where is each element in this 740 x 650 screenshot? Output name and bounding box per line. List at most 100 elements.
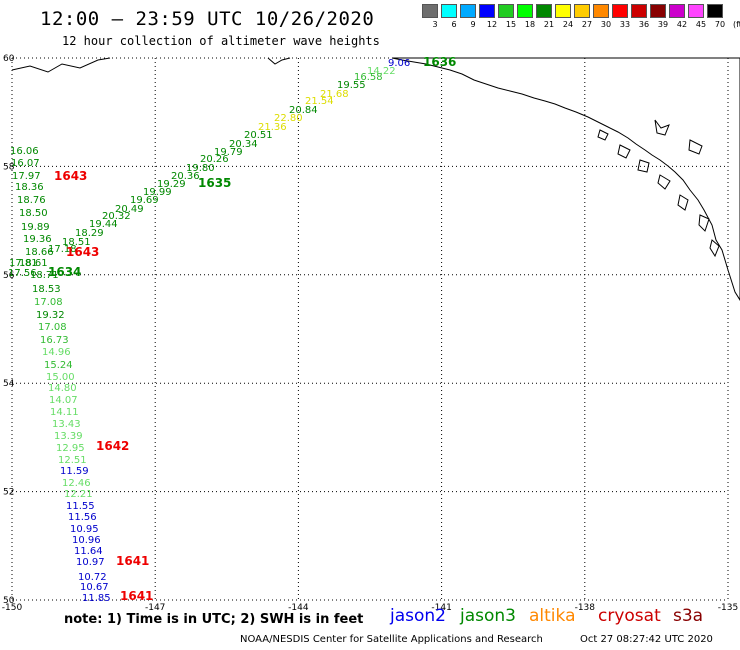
wave-height-label: 10.95 bbox=[70, 524, 99, 535]
wave-height-label: 14.11 bbox=[50, 407, 79, 418]
wave-height-label: 17.56 bbox=[8, 268, 37, 279]
wave-height-label: 17.08 bbox=[34, 297, 63, 308]
wave-height-label: 18.36 bbox=[15, 182, 44, 193]
pass-time-label: 1643 bbox=[54, 169, 87, 183]
island-outline bbox=[654, 119, 670, 136]
timestamp: Oct 27 08:27:42 UTC 2020 bbox=[580, 634, 713, 645]
wave-height-label: 10.67 bbox=[80, 582, 109, 593]
wave-height-label: 12.95 bbox=[56, 443, 85, 454]
kenai-coastline bbox=[11, 57, 111, 73]
satellite-legend-cryosat: cryosat bbox=[598, 606, 661, 626]
wave-height-label: 12.21 bbox=[64, 489, 93, 500]
color-scale-swatch bbox=[669, 4, 685, 18]
color-scale-swatch bbox=[498, 4, 514, 18]
wave-height-label: 14.22 bbox=[367, 66, 396, 77]
wave-height-label: 11.85 bbox=[82, 593, 111, 604]
footer-note: note: 1) Time is in UTC; 2) SWH is in fe… bbox=[64, 612, 364, 627]
wave-height-label: 10.72 bbox=[78, 572, 107, 583]
color-scale-label: 6 bbox=[451, 20, 457, 29]
wave-height-label: 20.26 bbox=[200, 154, 229, 165]
wave-height-label: 19.80 bbox=[186, 163, 215, 174]
wave-height-label: 19.89 bbox=[21, 222, 50, 233]
color-scale-unit: (ft) bbox=[732, 20, 740, 29]
island-outline bbox=[637, 159, 650, 173]
color-scale-label: 24 bbox=[562, 20, 574, 29]
wave-height-label: 18.66 bbox=[25, 247, 54, 258]
pass-time-label: 1643 bbox=[66, 245, 99, 259]
wave-height-label: 12.51 bbox=[58, 455, 87, 466]
color-scale-swatch bbox=[441, 4, 457, 18]
color-scale-swatch bbox=[650, 4, 666, 18]
wave-height-label: 20.49 bbox=[115, 204, 144, 215]
wave-height-label: 14.96 bbox=[42, 347, 71, 358]
color-scale-label: 9 bbox=[470, 20, 476, 29]
wave-height-label: 19.36 bbox=[23, 234, 52, 245]
color-scale-label: 45 bbox=[695, 20, 707, 29]
wave-height-label: 20.51 bbox=[244, 130, 273, 141]
color-scale-swatch bbox=[555, 4, 571, 18]
wave-height-label: 11.59 bbox=[60, 466, 89, 477]
wave-height-label: 21.54 bbox=[305, 96, 334, 107]
wave-height-label: 20.34 bbox=[229, 139, 258, 150]
island-outline bbox=[677, 194, 689, 211]
chart-subtitle: 12 hour collection of altimeter wave hei… bbox=[62, 34, 380, 48]
island-outline bbox=[709, 239, 720, 258]
color-scale-label: 39 bbox=[657, 20, 669, 29]
wave-height-label: 13.39 bbox=[54, 431, 83, 442]
chart-title: 12:00 – 23:59 UTC 10/26/2020 bbox=[40, 8, 375, 30]
wave-height-label: 20.32 bbox=[102, 211, 131, 222]
pass-time-label: 1635 bbox=[198, 176, 231, 190]
x-tick-label: -150 bbox=[2, 603, 23, 613]
wave-height-label: 18.50 bbox=[19, 208, 48, 219]
wave-height-label: 10.97 bbox=[76, 557, 105, 568]
wave-height-label: 18.76 bbox=[17, 195, 46, 206]
island-outline bbox=[657, 174, 671, 190]
color-scale-swatch bbox=[479, 4, 495, 18]
satellite-legend-s3a: s3a bbox=[673, 606, 704, 626]
wave-height-label: 19.32 bbox=[36, 310, 65, 321]
wave-height-label: 11.56 bbox=[68, 512, 97, 523]
wave-height-label: 19.69 bbox=[130, 195, 159, 206]
color-scale-swatch bbox=[707, 4, 723, 18]
color-scale-swatch bbox=[517, 4, 533, 18]
wave-height-label: 22.80 bbox=[274, 113, 303, 124]
color-scale-swatch bbox=[422, 4, 438, 18]
color-scale-swatch bbox=[460, 4, 476, 18]
y-tick-label: 58 bbox=[3, 162, 15, 172]
wave-height-label: 20.36 bbox=[171, 171, 200, 182]
island-outline bbox=[617, 144, 631, 159]
alaska-coastline bbox=[391, 57, 740, 301]
color-scale-label: 30 bbox=[600, 20, 612, 29]
color-scale-swatch bbox=[536, 4, 552, 18]
wave-height-label: 20.84 bbox=[289, 105, 318, 116]
wave-height-label: 19.55 bbox=[337, 80, 366, 91]
color-scale-swatch bbox=[688, 4, 704, 18]
wave-height-label: 16.73 bbox=[40, 335, 69, 346]
wave-height-label: 16.58 bbox=[354, 72, 383, 83]
color-scale-label: 18 bbox=[524, 20, 536, 29]
y-tick-label: 52 bbox=[3, 488, 14, 498]
pass-time-label: 1642 bbox=[96, 439, 129, 453]
island-outline bbox=[698, 214, 710, 232]
wave-height-label: 21.36 bbox=[258, 122, 287, 133]
wave-height-label: 18.53 bbox=[32, 284, 61, 295]
color-scale-label: 33 bbox=[619, 20, 631, 29]
wave-height-label: 12.46 bbox=[62, 478, 91, 489]
coastline-segment bbox=[267, 57, 291, 65]
color-scale-label: 70 bbox=[714, 20, 726, 29]
wave-height-label: 19.99 bbox=[143, 187, 172, 198]
wave-height-label: 17.97 bbox=[12, 171, 41, 182]
wave-height-label: 10.96 bbox=[72, 535, 101, 546]
x-tick-label: -147 bbox=[145, 603, 165, 613]
wave-height-label: 21.68 bbox=[320, 89, 349, 100]
wave-height-label: 13.43 bbox=[52, 419, 81, 430]
island-outline bbox=[688, 139, 703, 155]
satellite-legend-altika: altika bbox=[529, 606, 576, 626]
plot-frame bbox=[12, 58, 728, 600]
color-scale-swatch bbox=[574, 4, 590, 18]
x-tick-label: -135 bbox=[718, 603, 738, 613]
satellite-legend-jason2: jason2 bbox=[390, 606, 446, 626]
pass-time-label: 1641 bbox=[120, 589, 153, 603]
wave-height-label: 16.06 bbox=[10, 146, 39, 157]
